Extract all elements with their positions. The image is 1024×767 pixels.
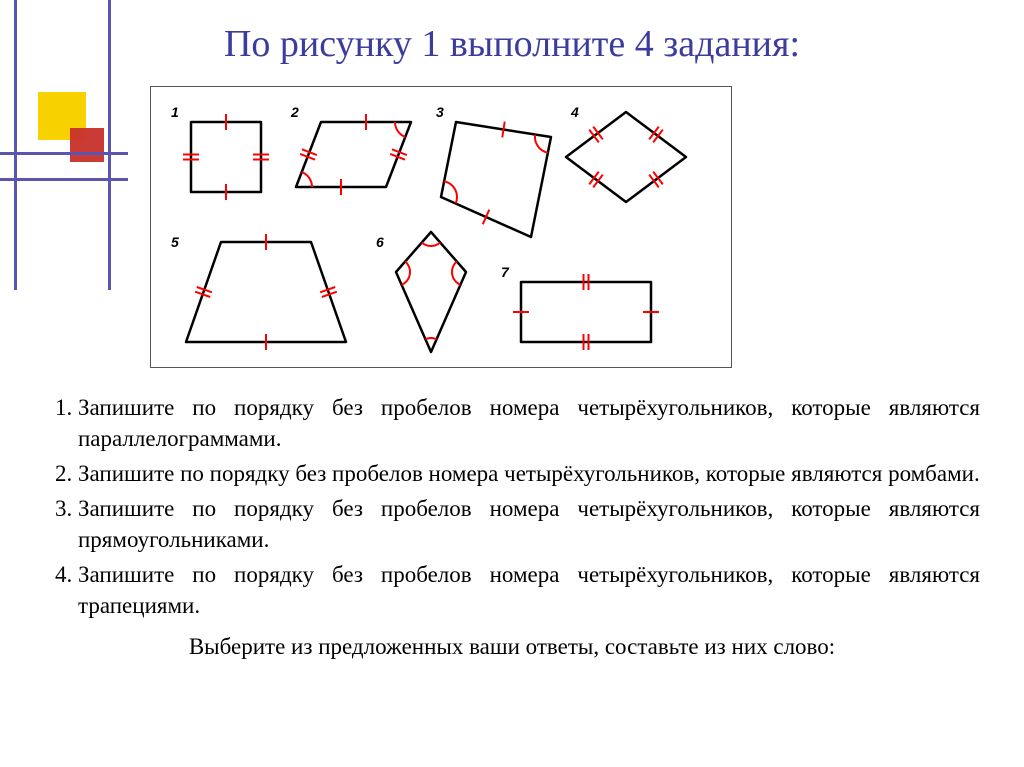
svg-text:1: 1	[171, 104, 179, 120]
svg-text:2: 2	[290, 104, 299, 120]
figure-svg: 1 2 3 4 5 6 7	[151, 87, 731, 367]
svg-text:7: 7	[501, 264, 510, 280]
tasks-block: Запишите по порядку без пробелов номера …	[44, 392, 980, 662]
svg-text:5: 5	[171, 234, 179, 250]
slide: По рисунку 1 выполните 4 задания: 1 2 3 4 5 6…	[0, 0, 1024, 767]
svg-text:6: 6	[376, 234, 384, 250]
svg-text:3: 3	[436, 104, 444, 120]
slide-title: По рисунку 1 выполните 4 задания:	[0, 22, 1024, 66]
task-item: Запишите по порядку без пробелов номера …	[78, 458, 980, 489]
instruction-text: Выберите из предложенных ваши ответы, со…	[44, 631, 980, 662]
tasks-list: Запишите по порядку без пробелов номера …	[44, 392, 980, 621]
decorative-red-square	[70, 128, 104, 162]
decorative-grid-line	[14, 0, 17, 290]
decorative-grid-line	[0, 152, 128, 155]
decorative-grid-line	[0, 178, 128, 181]
task-item: Запишите по порядку без пробелов номера …	[78, 392, 980, 454]
decorative-grid-line	[108, 0, 111, 290]
figure-container: 1 2 3 4 5 6 7	[150, 86, 732, 368]
task-item: Запишите по порядку без пробелов номера …	[78, 493, 980, 555]
svg-text:4: 4	[570, 104, 579, 120]
task-item: Запишите по порядку без пробелов номера …	[78, 559, 980, 621]
